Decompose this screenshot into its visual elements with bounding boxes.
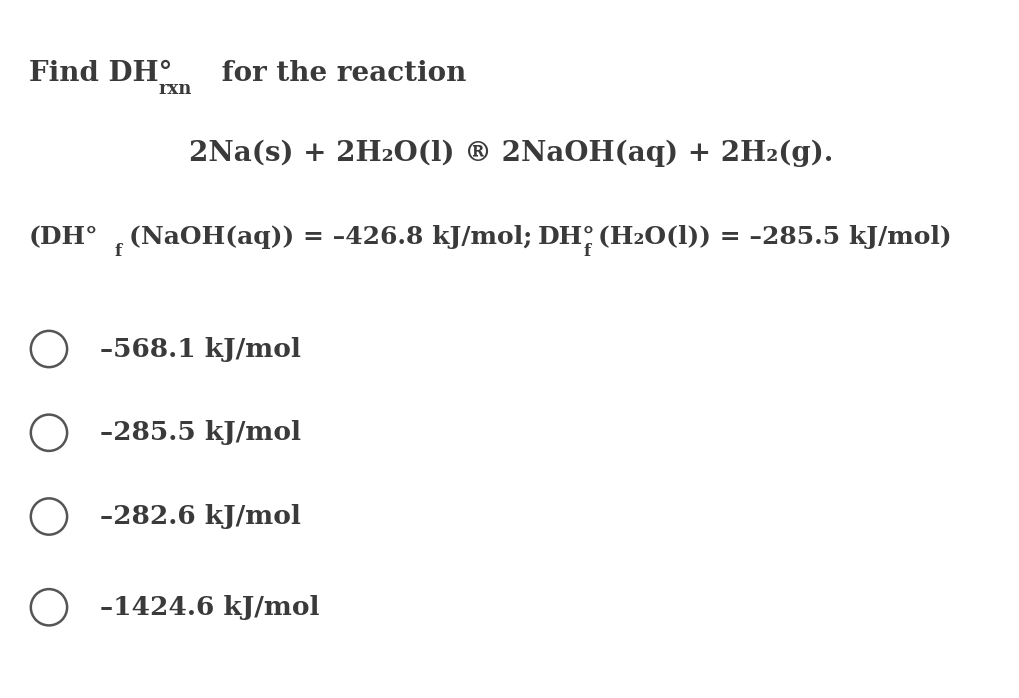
- Text: f: f: [583, 243, 590, 260]
- Text: (NaOH(aq)) = –426.8 kJ/mol;: (NaOH(aq)) = –426.8 kJ/mol;: [128, 225, 531, 249]
- Text: –568.1 kJ/mol: –568.1 kJ/mol: [100, 336, 301, 362]
- Text: –282.6 kJ/mol: –282.6 kJ/mol: [100, 504, 301, 529]
- Text: f: f: [114, 243, 121, 260]
- Text: (H₂O(l)) = –285.5 kJ/mol): (H₂O(l)) = –285.5 kJ/mol): [597, 225, 951, 249]
- Text: Find DH°: Find DH°: [29, 60, 172, 87]
- Text: 2Na(s) + 2H₂O(l) ® 2NaOH(aq) + 2H₂(g).: 2Na(s) + 2H₂O(l) ® 2NaOH(aq) + 2H₂(g).: [189, 140, 833, 168]
- Text: –285.5 kJ/mol: –285.5 kJ/mol: [100, 420, 301, 445]
- Text: –1424.6 kJ/mol: –1424.6 kJ/mol: [100, 595, 319, 620]
- Text: for the reaction: for the reaction: [212, 60, 466, 87]
- Text: (DH°: (DH°: [29, 225, 98, 249]
- Text: DH°: DH°: [537, 225, 595, 249]
- Text: rxn: rxn: [158, 80, 192, 98]
